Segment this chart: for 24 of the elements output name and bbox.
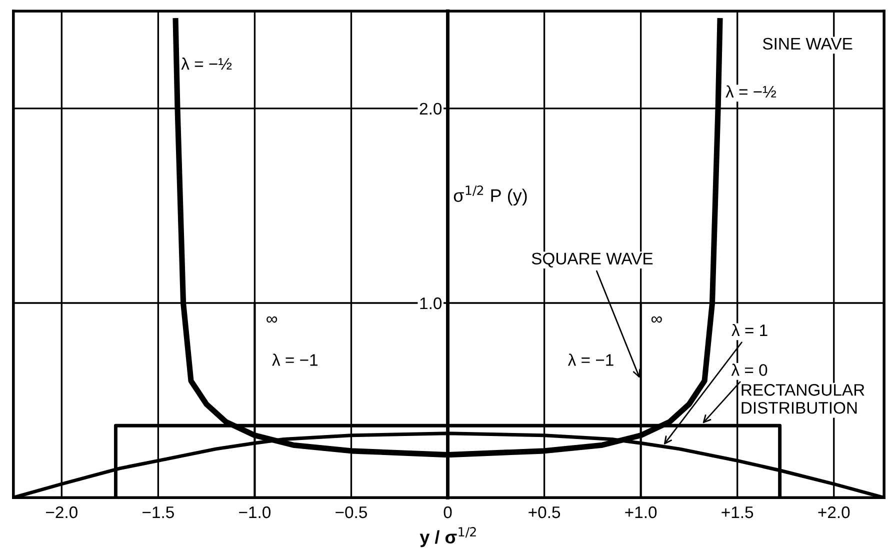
annotation: λ = −1 <box>272 354 318 366</box>
annotation: λ = −½ <box>181 58 232 70</box>
annotation: ∞ <box>651 316 662 323</box>
annotation: λ = 1 <box>732 324 768 336</box>
x-tick-label: +0.5 <box>528 506 560 518</box>
annotation: RECTANGULAR DISTRIBUTION <box>742 384 864 414</box>
x-tick-label: −2.0 <box>46 506 78 518</box>
annotation: SINE WAVE <box>762 38 852 50</box>
y-axis-title: σ$^{1/2}$ P (y) <box>454 186 527 206</box>
annotation: λ = −½ <box>726 85 776 98</box>
x-tick-label: +1.0 <box>625 506 657 518</box>
x-axis-title: y / σ$^{1/2}$ <box>420 527 476 548</box>
annotation: λ = −1 <box>568 354 614 366</box>
x-tick-label: +2.0 <box>818 506 850 518</box>
y-tick-label: 1.0 <box>420 297 442 310</box>
annotation: ∞ <box>266 316 278 323</box>
y-tick-label: 2.0 <box>420 102 442 115</box>
annotation: λ = 0 <box>731 364 768 376</box>
x-tick-label: −1.0 <box>239 506 271 518</box>
x-tick-label: 0 <box>444 506 452 518</box>
x-tick-label: −0.5 <box>336 506 367 518</box>
annotation: SQUARE WAVE <box>532 252 653 268</box>
x-tick-label: −1.5 <box>142 506 174 518</box>
x-tick-label: +1.5 <box>722 506 754 518</box>
